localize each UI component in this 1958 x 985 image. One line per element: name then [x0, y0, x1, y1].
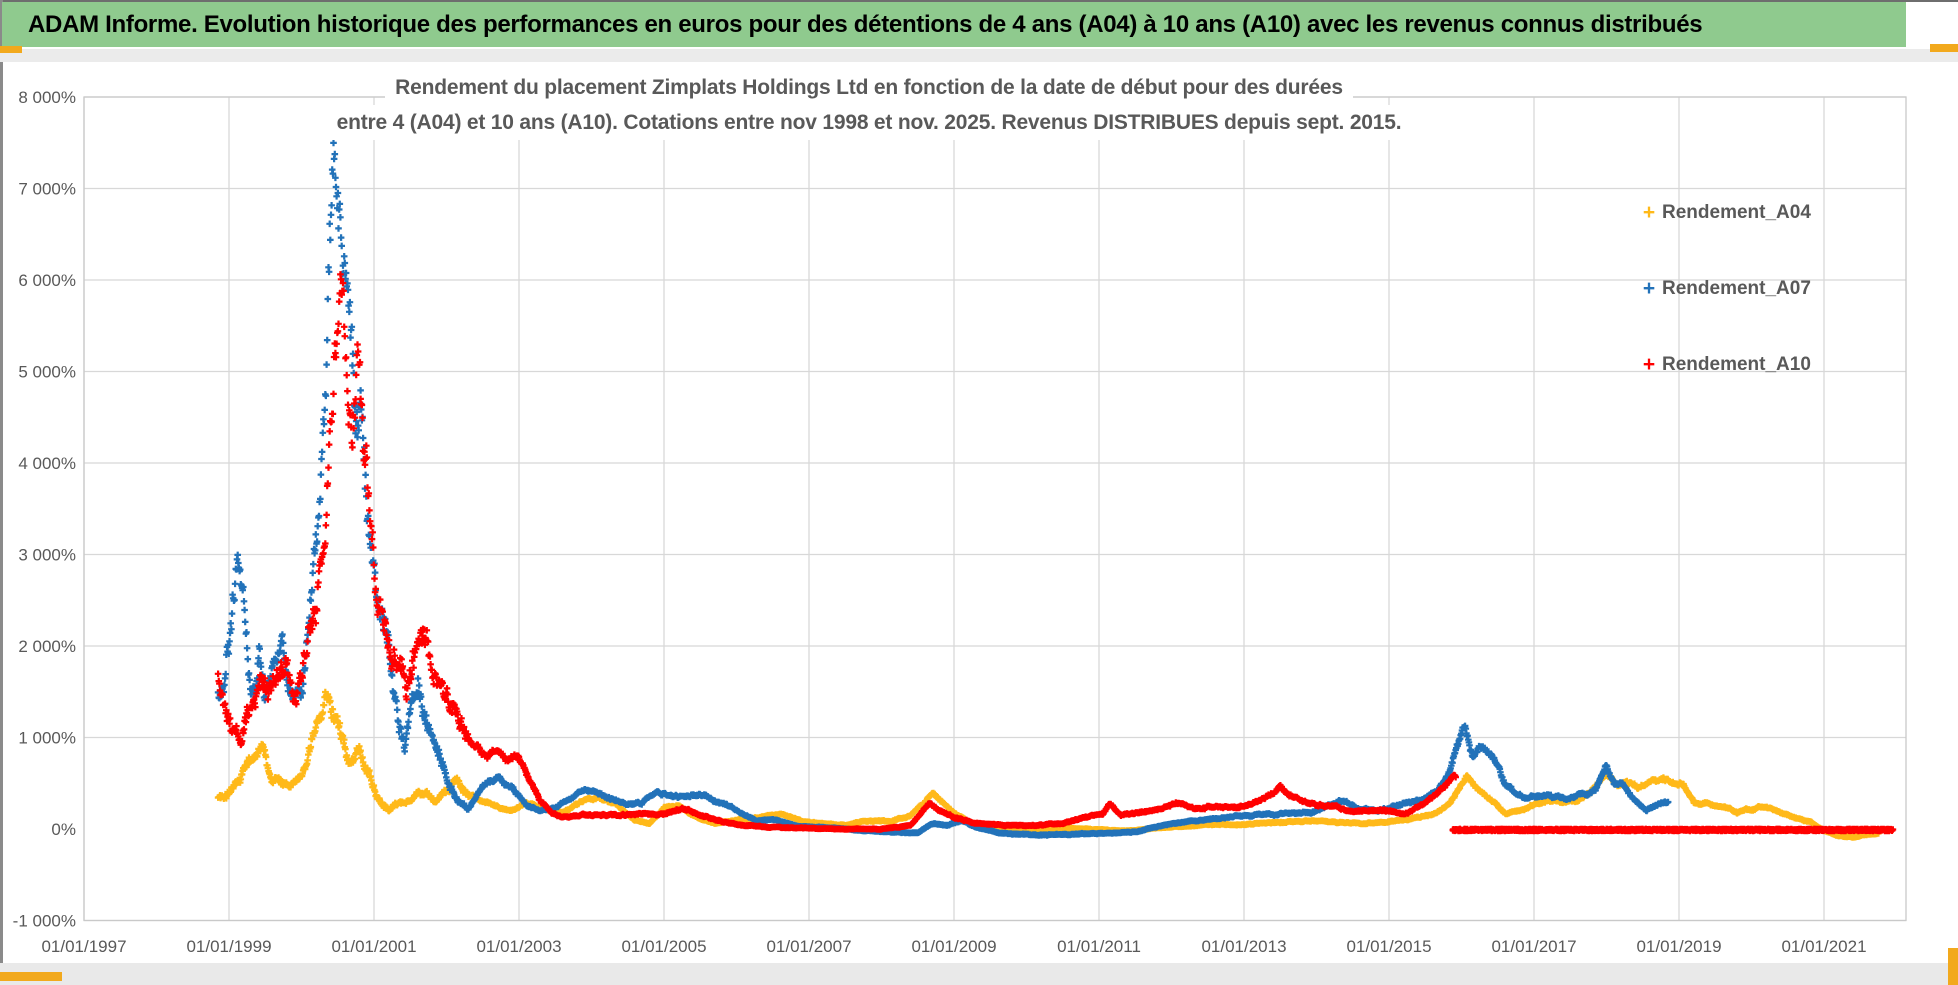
chart-title: Rendement du placement Zimplats Holdings… [84, 70, 1654, 140]
y-tick-label: 3 000% [18, 546, 76, 565]
x-tick-label: 01/01/2021 [1781, 937, 1866, 956]
y-tick-label: 8 000% [18, 88, 76, 107]
selection-mark-top-right [1930, 44, 1958, 52]
x-tick-label: 01/01/2011 [1057, 937, 1141, 956]
plus-marker-icon: + [1642, 201, 1656, 224]
legend-item-rendement-a10[interactable]: + Rendement_A10 [1638, 353, 1811, 377]
window-top-edge [0, 0, 1958, 2]
sheet-header-text: ADAM Informe. Evolution historique des p… [28, 10, 1703, 38]
legend-label: Rendement_A07 [1662, 278, 1811, 299]
x-tick-label: 01/01/2019 [1636, 937, 1721, 956]
sheet-bottom-strip [0, 963, 1958, 985]
x-tick-label: 01/01/2013 [1201, 937, 1286, 956]
series-Rendement_A10[interactable] [214, 271, 1897, 835]
y-tick-label: 0% [51, 820, 76, 839]
selection-mark-bottom-right [1948, 948, 1958, 985]
chart-title-line1: Rendement du placement Zimplats Holdings… [385, 70, 1353, 105]
series-Rendement_A04[interactable] [214, 688, 1882, 841]
y-tick-label: 2 000% [18, 637, 76, 656]
y-tick-label: 7 000% [18, 180, 76, 199]
series-Rendement_A07[interactable] [214, 139, 1672, 839]
x-tick-label: 01/01/2017 [1491, 937, 1576, 956]
x-tick-label: 01/01/2009 [911, 937, 996, 956]
y-tick-label: 5 000% [18, 363, 76, 382]
x-tick-label: 01/01/2001 [331, 937, 416, 956]
legend-item-rendement-a04[interactable]: + Rendement_A04 [1638, 201, 1811, 225]
x-tick-label: 01/01/1997 [41, 937, 126, 956]
y-tick-label: 1 000% [18, 729, 76, 748]
sheet-row-strip [0, 49, 1958, 62]
x-tick-label: 01/01/1999 [186, 937, 271, 956]
selection-mark-top-left [0, 46, 22, 53]
plus-marker-icon: + [1642, 277, 1656, 300]
y-tick-label: 4 000% [18, 454, 76, 473]
chart-title-line2: entre 4 (A04) et 10 ans (A10). Cotations… [326, 105, 1412, 140]
plus-marker-icon: + [1642, 353, 1656, 376]
x-tick-label: 01/01/2003 [476, 937, 561, 956]
sheet-header-banner: ADAM Informe. Evolution historique des p… [2, 2, 1906, 47]
legend-label: Rendement_A10 [1662, 354, 1811, 375]
window-left-edge [0, 0, 3, 985]
x-tick-label: 01/01/2005 [621, 937, 706, 956]
x-tick-label: 01/01/2007 [766, 937, 851, 956]
legend-item-rendement-a07[interactable]: + Rendement_A07 [1638, 277, 1811, 301]
y-tick-label: 6 000% [18, 271, 76, 290]
legend-label: Rendement_A04 [1662, 202, 1811, 223]
x-tick-label: 01/01/2015 [1346, 937, 1431, 956]
selection-mark-bottom-left [0, 972, 62, 981]
y-tick-label: -1 000% [13, 912, 76, 931]
